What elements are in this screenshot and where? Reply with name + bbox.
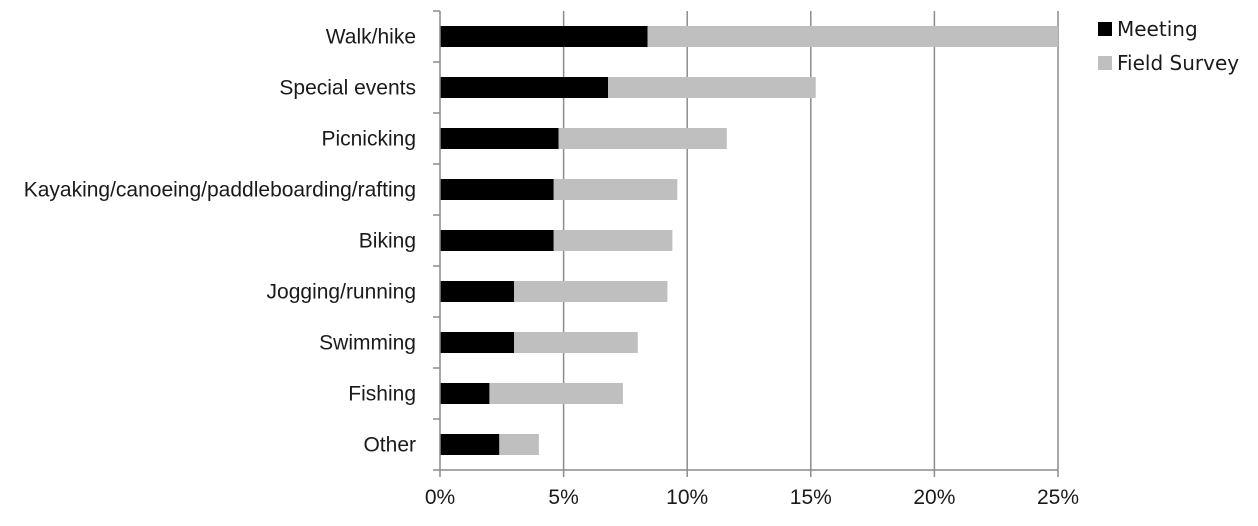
bar-meeting xyxy=(440,128,559,149)
category-label: Fishing xyxy=(348,383,416,406)
bar-field-survey xyxy=(553,179,678,200)
bar-meeting xyxy=(440,281,515,302)
category-label: Walk/hike xyxy=(326,26,416,49)
legend-swatch xyxy=(1098,22,1112,36)
bar-field-survey xyxy=(553,230,673,251)
labels: 0% 5% 10% 15% 20% 25% Walk/hike Special events P… xyxy=(24,26,1079,510)
bar-field-survey xyxy=(558,128,727,149)
category-label: Biking xyxy=(359,230,416,253)
legend-label: Field Survey xyxy=(1117,51,1239,75)
category-label: Kayaking/canoeing/paddleboarding/rafting xyxy=(24,179,416,202)
category-label: Swimming xyxy=(319,332,416,355)
bar-field-survey xyxy=(608,77,816,98)
bar-field-survey xyxy=(514,281,668,302)
x-tick-label: 25% xyxy=(1037,486,1079,509)
category-label: Jogging/running xyxy=(267,281,416,304)
category-label: Picnicking xyxy=(321,128,416,151)
x-tick-label: 15% xyxy=(790,486,832,509)
axes xyxy=(433,10,1059,477)
legend: Meeting Field Survey xyxy=(1098,17,1239,75)
x-tick-label: 10% xyxy=(666,486,708,509)
bar-meeting xyxy=(440,26,648,47)
bar-meeting xyxy=(440,434,500,455)
bar-field-survey xyxy=(647,26,1058,47)
bar-field-survey xyxy=(499,434,539,455)
bar-meeting xyxy=(440,77,609,98)
legend-label: Meeting xyxy=(1117,17,1198,41)
x-tick-label: 0% xyxy=(425,486,455,509)
category-label: Other xyxy=(363,434,416,457)
bar-meeting xyxy=(440,383,490,404)
bar-meeting xyxy=(440,179,554,200)
legend-swatch xyxy=(1098,56,1112,70)
bars xyxy=(440,26,1058,455)
bar-meeting xyxy=(440,332,515,353)
bar-field-survey xyxy=(514,332,638,353)
category-label: Special events xyxy=(279,77,416,100)
bar-meeting xyxy=(440,230,554,251)
bar-field-survey xyxy=(489,383,623,404)
x-tick-label: 20% xyxy=(913,486,955,509)
x-tick-label: 5% xyxy=(548,486,578,509)
